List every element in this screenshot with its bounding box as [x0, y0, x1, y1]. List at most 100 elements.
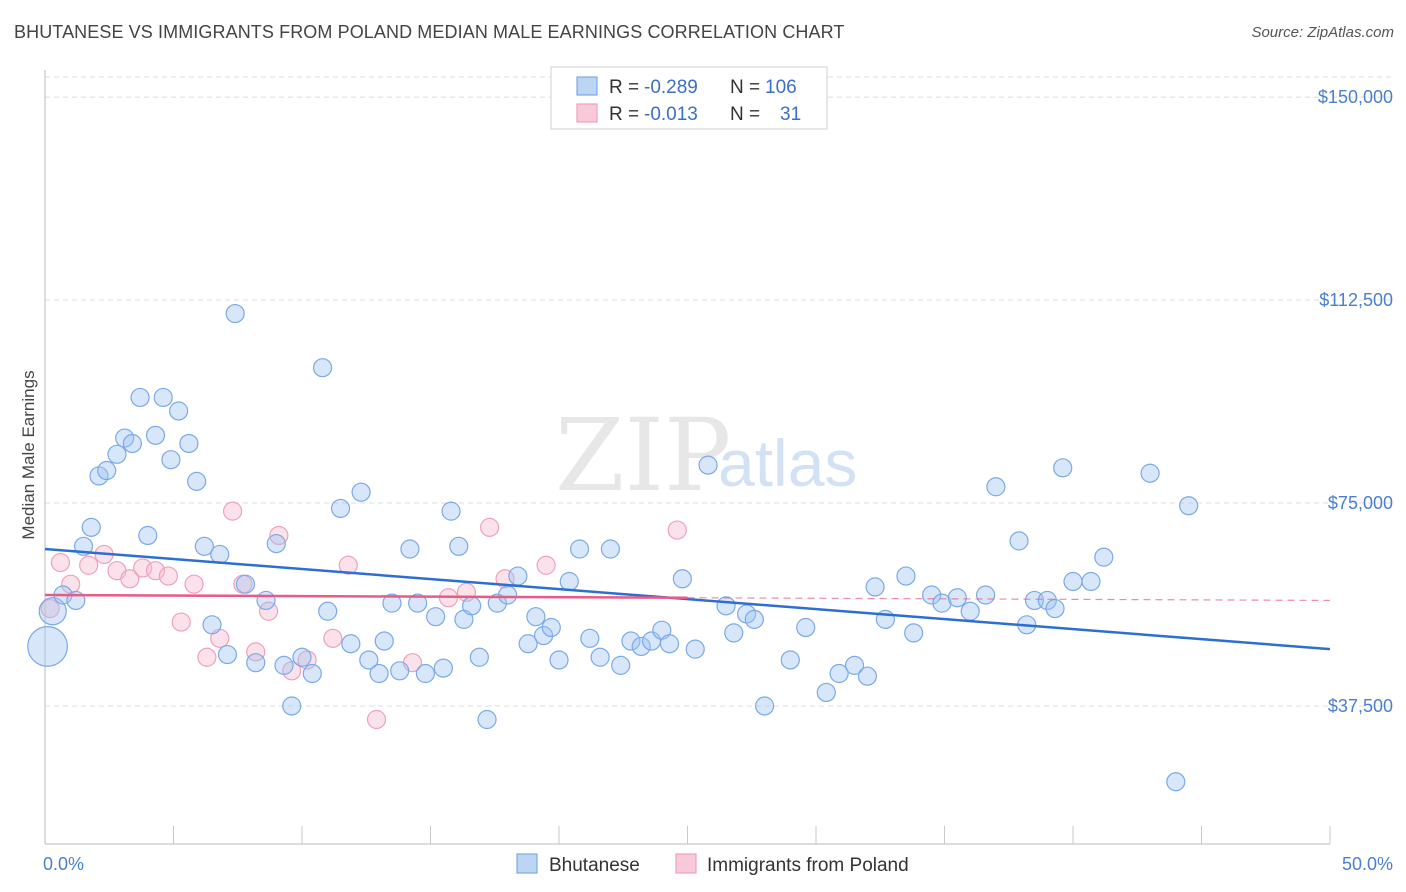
bhutanese-point — [235, 574, 256, 594]
bhutanese-point — [796, 617, 816, 638]
bhutanese-point — [81, 517, 101, 537]
poland-point — [366, 709, 387, 730]
bhutanese-point — [716, 596, 736, 616]
watermark: ZIP atlas — [555, 397, 857, 514]
bhutanese-point — [256, 590, 276, 611]
bhutanese-point — [179, 433, 199, 454]
x-tick-labels: 0.0% 50.0% — [43, 854, 1393, 874]
bhutanese-point — [169, 401, 189, 421]
bhutanese-point — [685, 639, 705, 659]
bhutanese-point — [449, 536, 469, 556]
poland-point — [338, 555, 358, 575]
bhutanese-point — [1045, 598, 1065, 619]
bhutanese-point — [1094, 547, 1114, 567]
bhutanese-trend-line — [44, 547, 1331, 651]
bhutanese-point — [1179, 496, 1199, 516]
bhutanese-point — [266, 534, 286, 554]
bhutanese-point — [274, 655, 294, 675]
bhutanese-point — [724, 623, 744, 643]
poland-point — [480, 517, 500, 537]
x-tick-label-0: 0.0% — [43, 854, 84, 874]
bhutanese-point — [672, 569, 692, 589]
bhutanese-point — [351, 482, 371, 502]
bhutanese-point — [202, 615, 222, 635]
bottom-legend: Bhutanese Immigrants from Poland — [516, 853, 909, 876]
poland-point — [40, 598, 60, 619]
bhutanese-point — [161, 450, 181, 470]
bhutanese-point — [659, 634, 680, 654]
bhutanese-point — [829, 663, 849, 684]
bhutanese-point — [1053, 458, 1073, 478]
bhutanese-point — [302, 663, 322, 684]
bhutanese-point — [426, 607, 446, 627]
bhutanese-point — [960, 601, 980, 621]
legend-swatch-poland — [576, 103, 598, 123]
bhutanese-point — [904, 623, 924, 643]
poland-point — [197, 647, 217, 667]
bhutanese-point — [865, 577, 885, 597]
bhutanese-point — [559, 571, 579, 592]
bhutanese-point — [292, 647, 312, 667]
bhutanese-point — [187, 471, 207, 491]
poland-point — [223, 501, 243, 521]
bhutanese-point — [225, 303, 245, 324]
legend-n-label-1: N = — [730, 77, 760, 98]
bhutanese-point — [462, 596, 482, 616]
bhutanese-point — [1081, 571, 1101, 592]
legend-r-label-2: R = — [609, 104, 639, 125]
bottom-legend-label-bhutanese: Bhutanese — [549, 855, 640, 876]
poland-point — [79, 555, 99, 575]
legend-r-label-1: R = — [609, 77, 639, 98]
bhutanese-point — [359, 650, 379, 670]
bhutanese-point — [1009, 531, 1029, 551]
bhutanese-point — [330, 498, 351, 519]
bhutanese-point — [631, 636, 651, 657]
bhutanese-point — [816, 682, 836, 703]
bhutanese-point — [107, 444, 127, 464]
poland-trend-line — [44, 593, 688, 599]
bhutanese-point — [217, 644, 238, 665]
source-label: Source: ZipAtlas.com — [1251, 24, 1394, 41]
bhutanese-point — [374, 631, 394, 651]
bhutanese-point — [541, 617, 561, 638]
bhutanese-point — [97, 460, 117, 481]
poland-point — [184, 574, 204, 594]
poland-point — [323, 628, 343, 648]
bottom-legend-label-poland: Immigrants from Poland — [707, 855, 909, 876]
bhutanese-point — [282, 696, 302, 716]
bhutanese-point — [498, 585, 518, 605]
bhutanese-point — [210, 544, 230, 565]
legend-r-value-1: -0.289 — [644, 77, 698, 98]
bhutanese-point — [122, 433, 142, 454]
axes — [44, 70, 1331, 845]
chart-title: BHUTANESE VS IMMIGRANTS FROM POLAND MEDI… — [14, 22, 845, 42]
poland-trend-extension — [687, 597, 1331, 602]
bhutanese-point — [145, 425, 166, 445]
poland-point — [667, 520, 687, 540]
bhutanese-point — [408, 593, 428, 613]
bhutanese-point — [698, 455, 718, 475]
bhutanese-point — [400, 539, 420, 559]
bhutanese-point — [469, 647, 489, 667]
bhutanese-point — [611, 655, 631, 675]
bhutanese-point — [318, 601, 338, 621]
legend-n-value-2: 31 — [780, 104, 801, 125]
bhutanese-point — [508, 566, 528, 586]
bhutanese-point — [477, 709, 497, 730]
bhutanese-point — [780, 650, 800, 670]
watermark-atlas: atlas — [718, 426, 857, 500]
poland-point — [158, 566, 178, 586]
bhutanese-point — [194, 536, 214, 556]
bhutanese-point — [130, 387, 150, 408]
bhutanese-point — [947, 588, 967, 608]
bhutanese-point — [518, 634, 538, 654]
bhutanese-point — [549, 650, 569, 670]
legend-n-value-1: 106 — [765, 77, 797, 98]
bhutanese-point — [441, 501, 461, 521]
y-tick-label-3: $150,000 — [1318, 87, 1393, 107]
bhutanese-point — [896, 566, 916, 586]
bhutanese-point — [415, 663, 435, 684]
y-tick-label-1: $75,000 — [1328, 493, 1393, 513]
bhutanese-point — [312, 358, 333, 378]
